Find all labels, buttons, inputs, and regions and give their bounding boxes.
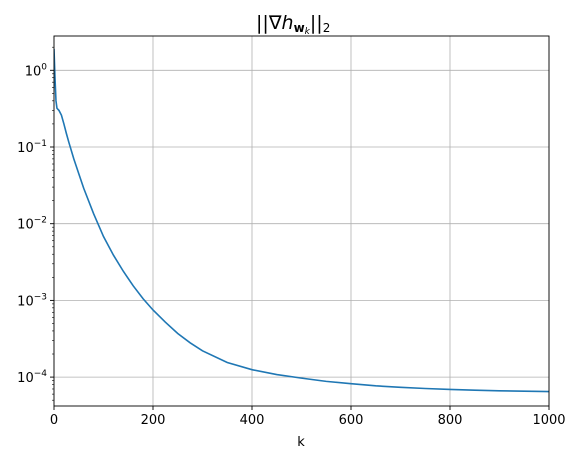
x-tick-label: 400 <box>240 413 265 428</box>
x-tick-label: 800 <box>438 413 463 428</box>
grid <box>53 36 550 406</box>
y-tick-label: 10−1 <box>17 139 47 156</box>
y-tick-label: 100 <box>25 62 48 79</box>
x-axis-label: k <box>297 435 305 450</box>
title-k: k <box>305 27 311 37</box>
series-layer <box>54 48 549 393</box>
title-h: h <box>282 12 294 34</box>
x-tick-label: 600 <box>339 413 364 428</box>
y-tick-label: 10−4 <box>17 369 47 386</box>
x-axis-ticks: 0 200 400 600 800 1000 <box>50 406 566 428</box>
y-tick-label: 10−3 <box>17 292 47 309</box>
title-bars-right: || <box>310 12 323 34</box>
svg-text:||∇hwk||2: ||∇hwk||2 <box>256 12 330 37</box>
y-tick-label: 10−2 <box>17 216 47 233</box>
title-subscript-two: 2 <box>323 21 331 35</box>
y-axis-ticks: 100 10−1 10−2 10−3 10−4 <box>17 46 54 401</box>
series-line-0 <box>54 48 549 393</box>
title-bars-left: || <box>256 12 269 34</box>
x-tick-label: 0 <box>50 413 58 428</box>
title-nabla: ∇ <box>268 12 282 34</box>
title-w: w <box>294 21 305 35</box>
x-tick-label: 200 <box>141 413 166 428</box>
plot-frame <box>53 35 550 407</box>
x-tick-label: 1000 <box>532 413 565 428</box>
chart-title: ||∇hwk||2 <box>256 12 330 37</box>
axes <box>53 35 550 407</box>
